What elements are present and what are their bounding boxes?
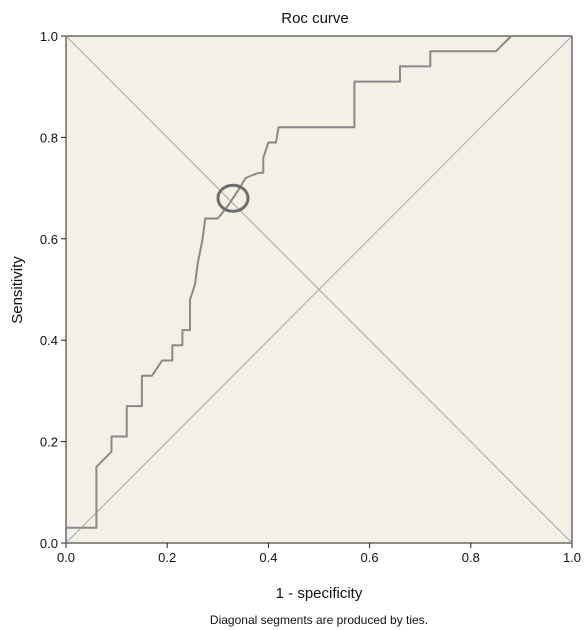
- optimal-cutoff-marker: [216, 183, 250, 213]
- x-tick-label: 0.4: [259, 550, 277, 565]
- footnote: Diagonal segments are produced by ties.: [210, 613, 428, 627]
- reference-line-2: [65, 35, 573, 544]
- x-tick-label: 0.0: [57, 550, 75, 565]
- x-tick-label: 0.8: [462, 550, 480, 565]
- y-tick-label: 0.2: [40, 435, 58, 450]
- x-tick-label: 1.0: [563, 550, 581, 565]
- chart-title: Roc curve: [281, 10, 349, 27]
- x-axis-label: 1 - specificity: [276, 585, 363, 602]
- x-tick-label: 0.2: [158, 550, 176, 565]
- y-tick-label: 0.0: [40, 536, 58, 551]
- y-tick-label: 0.6: [40, 232, 58, 247]
- y-tick-label: 1.0: [40, 29, 58, 44]
- x-axis-ticks: 0.0 0.2 0.4 0.6 0.8 1.0: [57, 543, 581, 565]
- highlight-layer: [216, 183, 250, 213]
- x-tick-label: 0.6: [361, 550, 379, 565]
- roc-curve-line: [65, 35, 572, 543]
- reference-lines: [65, 35, 573, 544]
- y-axis-label: Sensitivity: [9, 256, 26, 324]
- y-tick-label: 0.8: [40, 130, 58, 145]
- y-axis-ticks: 0.0 0.2 0.4 0.6 0.8 1.0: [40, 29, 66, 551]
- roc-curve-layer: [65, 35, 572, 543]
- y-tick-label: 0.4: [40, 333, 58, 348]
